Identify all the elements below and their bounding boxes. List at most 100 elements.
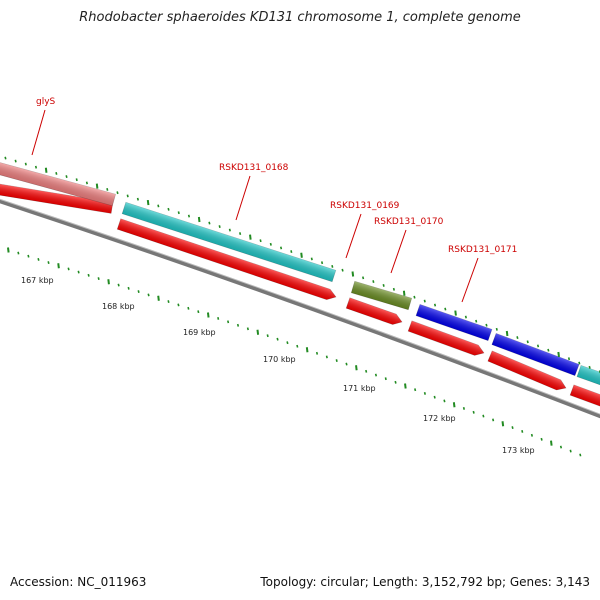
gene-feature-partial[interactable] [576,364,600,389]
tick-mark [335,359,338,362]
cds-segment[interactable] [407,320,486,358]
tick-mark [511,426,514,430]
tick-mark [536,344,540,348]
tick-mark [526,340,529,344]
gene-label-connector [461,257,479,303]
tick-mark [67,267,70,271]
tick-mark [362,276,365,280]
gene-label-connector [31,109,46,156]
tick-mark [444,307,447,311]
tick-mark [464,315,467,319]
gene-label[interactable]: RSKD131_0168 [219,163,289,173]
tick-mark [44,167,48,173]
tick-mark [197,310,200,314]
tick-mark [279,246,283,250]
cds-segment[interactable] [345,297,404,327]
gene-label-group: glyS RSKD131_0168 RSKD131_0169 RSKD131_0170… [31,97,517,303]
kbp-label: 171 kbp [343,384,376,393]
tick-mark [392,287,395,291]
tick-mark [77,270,80,274]
kbp-label: 172 kbp [423,414,456,423]
tick-mark [423,299,426,303]
tick-mark [557,351,560,358]
tick-mark [341,268,344,272]
kbp-label: 170 kbp [263,355,296,364]
tick-mark [55,171,58,175]
gene-glys[interactable] [0,159,116,207]
gene-label[interactable]: glyS [36,97,56,107]
gene-label[interactable]: RSKD131_0171 [448,245,517,255]
gene-label-connector [235,175,251,221]
tick-mark [372,280,375,284]
tick-mark [107,279,110,285]
gene-label[interactable]: RSKD131_0170 [374,217,444,227]
kbp-label-group: 167 kbp 168 kbp 169 kbp 170 kbp 171 kbp 172 k… [21,276,535,455]
tick-mark [249,234,252,240]
tick-mark [187,306,190,310]
cds-segment[interactable] [569,384,600,410]
tick-mark [578,361,581,365]
tick-mark [355,365,358,371]
kbp-label: 173 kbp [502,446,535,455]
tick-mark [127,286,130,290]
cds-segment[interactable] [116,218,338,302]
gene-rskd131-0168[interactable] [121,201,337,283]
tick-mark [530,433,534,437]
gene-rskd131-0171[interactable] [491,332,580,377]
tick-mark [516,336,519,340]
map-title: Rhodobacter sphaeroides KD131 chromosome… [79,10,521,25]
tick-mark [236,323,240,327]
tick-mark [227,320,230,324]
tick-mark [559,445,563,449]
tick-mark [462,407,466,410]
tick-mark [374,373,378,377]
tick-mark [266,334,269,338]
kbp-label: 169 kbp [183,328,216,337]
tick-mark [588,365,591,369]
tick-mark [85,181,88,185]
gene-rskd131-0170[interactable] [415,303,493,342]
tick-mark [414,388,417,392]
tick-mark [290,250,293,254]
tick-mark [433,395,436,399]
tick-mark [95,183,99,189]
tick-mark [167,300,170,303]
tick-mark [208,221,211,225]
tick-mark [296,344,299,348]
tick-mark [501,421,505,427]
tick-mark [331,264,334,268]
tick-mark [57,263,60,269]
tick-mark [452,402,456,408]
tick-mark [345,362,348,366]
tick-mark [521,430,524,433]
cds-strand [0,182,600,410]
tick-mark [106,187,109,191]
tick-mark [492,418,495,422]
tick-mark [126,194,129,198]
tick-mark [116,191,119,195]
tick-mark [75,178,78,182]
tick-mark [157,295,160,301]
tick-mark [97,277,100,280]
tick-mark [4,156,7,160]
tick-row-upper [4,156,600,374]
cds-segment[interactable] [487,350,568,393]
tick-mark [310,257,313,261]
tick-mark [239,232,242,235]
tick-mark [454,310,457,316]
tick-mark [402,290,406,296]
gene-features [0,159,600,389]
tick-mark [37,257,40,261]
tick-mark [276,337,279,341]
tick-mark [485,323,488,327]
gene-label[interactable]: RSKD131_0169 [330,201,400,211]
tick-mark [472,410,475,414]
tick-mark [394,380,397,384]
tick-mark [27,254,30,258]
gene-rskd131-0169[interactable] [350,280,413,311]
tick-mark [475,319,478,323]
tick-mark [315,351,319,355]
tick-mark [259,239,262,243]
cds-segment[interactable] [0,182,114,214]
